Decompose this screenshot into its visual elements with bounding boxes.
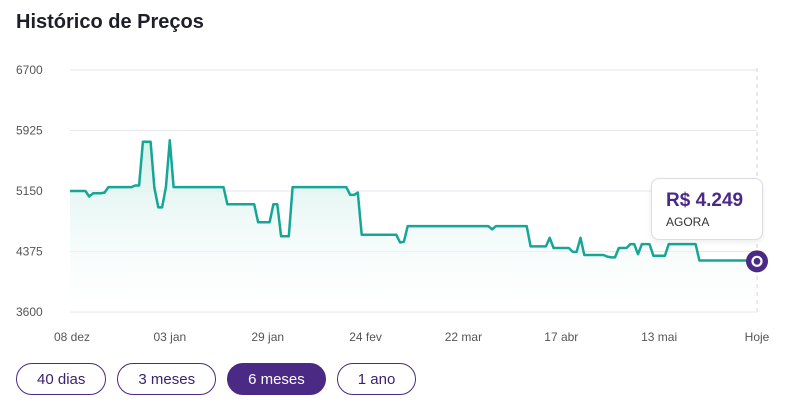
x-tick-label: 24 fev	[349, 330, 382, 344]
page-title: Histórico de Preços	[16, 11, 204, 33]
price-line	[70, 139, 758, 263]
y-tick-label: 5925	[16, 124, 43, 138]
range-3-months-button[interactable]: 3 meses	[117, 363, 217, 395]
range-40-days-button[interactable]: 40 dias	[16, 363, 107, 395]
y-tick-label: 4375	[16, 245, 43, 259]
x-tick-label: 08 dez	[54, 330, 90, 344]
current-price-value: R$ 4.249	[666, 190, 744, 211]
price-history-chart: 6700 5925 5150 4375 3600 08 dez 03 jan 29 jan 2…	[16, 63, 770, 344]
y-tick-label: 6700	[16, 63, 43, 77]
y-tick-label: 5150	[16, 184, 43, 198]
x-tick-label: Hoje	[745, 330, 770, 344]
x-tick-label: 22 mar	[445, 330, 482, 344]
x-tick-label: 03 jan	[154, 330, 187, 344]
current-price-tooltip: R$ 4.249 AGORA	[651, 178, 763, 240]
x-axis: 08 dez 03 jan 29 jan 24 fev 22 mar 17 abr 13 m…	[54, 330, 770, 344]
y-tick-label: 3600	[16, 305, 43, 319]
current-point-outer	[746, 250, 768, 273]
range-6-months-button[interactable]: 6 meses	[227, 363, 326, 395]
current-point-ring	[751, 255, 763, 267]
x-tick-label: 13 mai	[641, 330, 677, 344]
range-1-year-button[interactable]: 1 ano	[336, 363, 417, 395]
current-price-point[interactable]	[746, 250, 768, 273]
current-price-caption: AGORA	[666, 215, 710, 229]
x-tick-label: 17 abr	[544, 330, 578, 344]
x-tick-label: 29 jan	[251, 330, 284, 344]
y-axis: 6700 5925 5150 4375 3600	[16, 63, 43, 319]
period-selector: 40 dias 3 meses 6 meses 1 ano	[16, 363, 417, 395]
